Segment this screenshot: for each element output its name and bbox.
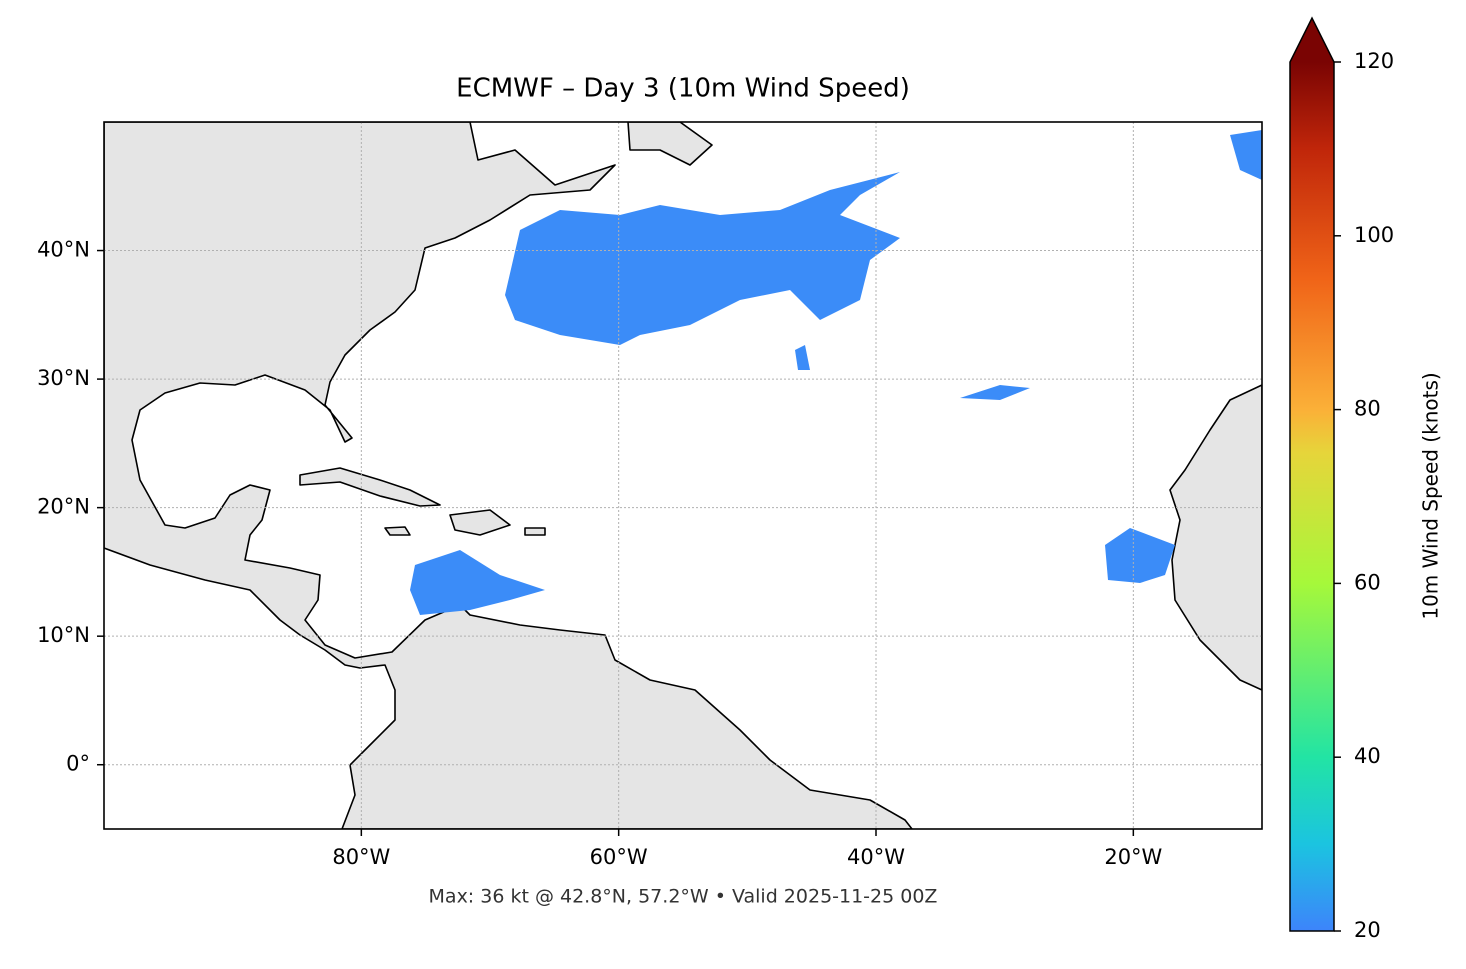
- x-tick-label: 60°W: [590, 845, 648, 869]
- x-tick-label: 40°W: [847, 845, 905, 869]
- map-area: [104, 122, 1262, 829]
- colorbar-tick-label: 100: [1354, 223, 1394, 247]
- wind-field: [505, 172, 900, 345]
- colorbar: [1290, 62, 1334, 931]
- africa-land: [1169, 384, 1262, 691]
- y-tick-label: 10°N: [37, 623, 90, 647]
- puerto-rico-land: [524, 527, 546, 536]
- wind-field: [410, 550, 545, 615]
- colorbar-frame: [1289, 16, 1335, 932]
- americas-land: [104, 122, 913, 829]
- y-tick-label: 30°N: [37, 366, 90, 390]
- x-tick-label: 80°W: [332, 845, 390, 869]
- y-tick-label: 20°N: [37, 495, 90, 519]
- map-frame: [103, 121, 1263, 830]
- cuba-land: [299, 467, 441, 507]
- wind-field: [795, 345, 810, 370]
- hispaniola-land: [449, 509, 511, 536]
- colorbar-tick-label: 20: [1354, 918, 1381, 942]
- colorbar-label: 10m Wind Speed (knots): [1419, 372, 1443, 619]
- newfoundland-land: [627, 122, 713, 166]
- jamaica-land: [384, 526, 411, 536]
- colorbar-tick-label: 60: [1354, 570, 1381, 594]
- wind-field: [1230, 130, 1262, 180]
- wind-field: [960, 385, 1030, 400]
- x-tick-label: 20°W: [1104, 845, 1162, 869]
- colorbar-extend: [1290, 18, 1334, 62]
- colorbar-tick-label: 120: [1354, 49, 1394, 73]
- colorbar-tick-label: 80: [1354, 397, 1381, 421]
- map-note: Max: 36 kt @ 42.8°N, 57.2°W • Valid 2025…: [429, 886, 938, 908]
- colorbar-tick-label: 40: [1354, 744, 1381, 768]
- wind-field: [1105, 528, 1175, 583]
- y-tick-label: 0°: [66, 752, 90, 776]
- map-title: ECMWF – Day 3 (10m Wind Speed): [456, 74, 910, 104]
- y-tick-label: 40°N: [37, 238, 90, 262]
